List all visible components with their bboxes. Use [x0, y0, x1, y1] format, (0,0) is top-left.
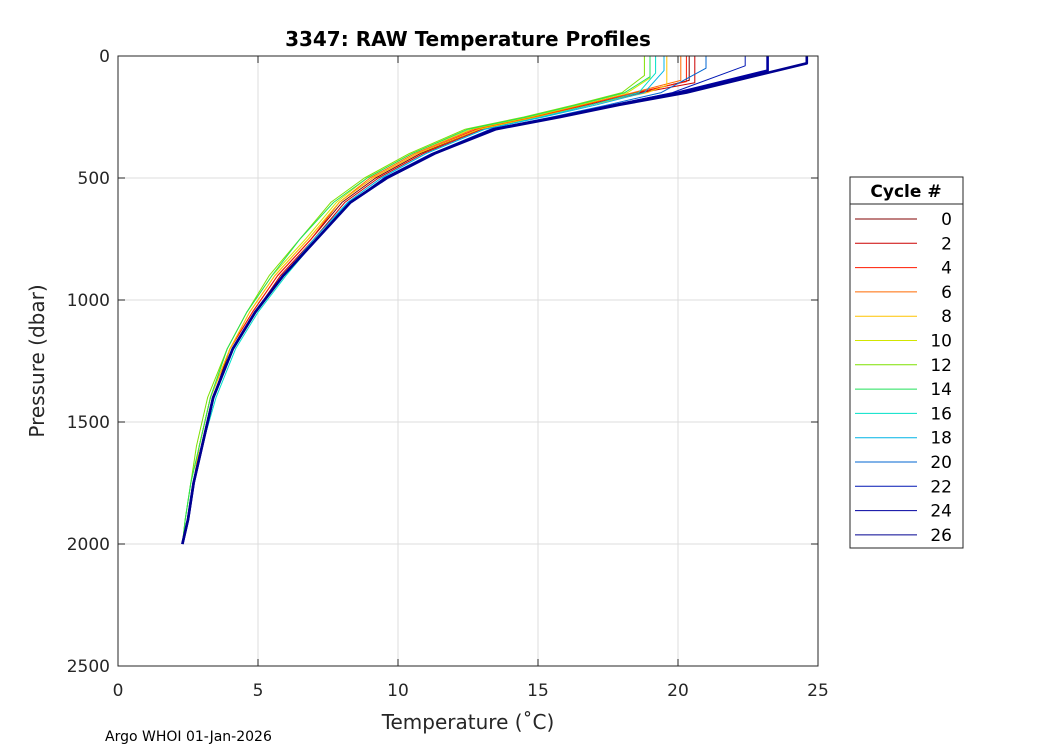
legend-label-cycle-2: 2	[941, 234, 952, 254]
series-line-cycle-14	[181, 56, 651, 545]
y-tick-label: 0	[99, 47, 110, 67]
axis-ticks: 0 5 10 15 20 25 0 500 1000 1500 2000 2500	[67, 47, 829, 701]
legend-label-cycle-14: 14	[930, 380, 952, 400]
legend-label-cycle-16: 16	[930, 404, 952, 424]
x-tick-label: 15	[527, 681, 549, 701]
legend-label-cycle-10: 10	[930, 332, 952, 352]
plot-border	[117, 55, 819, 667]
x-tick-label: 10	[387, 681, 409, 701]
plot-area	[118, 56, 818, 666]
x-tick-label: 25	[807, 681, 829, 701]
legend-label-cycle-8: 8	[941, 307, 952, 327]
footer-credit: Argo WHOI 01-Jan-2026	[105, 729, 272, 745]
y-axis-label: Pressure (dbar)	[25, 284, 49, 437]
legend-label-cycle-20: 20	[930, 453, 952, 473]
legend-label-cycle-4: 4	[941, 259, 952, 279]
legend-label-cycle-26: 26	[930, 526, 952, 546]
series-line-cycle-26	[181, 56, 809, 545]
legend-label-cycle-24: 24	[930, 502, 952, 522]
x-axis-label: Temperature (˚C)	[381, 710, 555, 734]
y-tick-label: 500	[78, 169, 110, 189]
grid-lines	[118, 56, 818, 666]
y-tick-label: 1500	[67, 413, 110, 433]
legend-title: Cycle #	[870, 182, 941, 202]
x-tick-label: 0	[113, 681, 124, 701]
y-tick-label: 2500	[67, 657, 110, 677]
y-tick-label: 1000	[67, 291, 110, 311]
chart-title: 3347: RAW Temperature Profiles	[285, 27, 651, 51]
legend-label-cycle-12: 12	[930, 356, 952, 376]
x-tick-label: 5	[253, 681, 264, 701]
legend-label-cycle-0: 0	[941, 210, 952, 230]
series-lines	[181, 56, 809, 545]
series-line-cycle-12	[181, 56, 645, 545]
legend-label-cycle-22: 22	[930, 477, 952, 497]
x-tick-label: 20	[667, 681, 689, 701]
legend-label-cycle-6: 6	[941, 283, 952, 303]
y-tick-label: 2000	[67, 535, 110, 555]
legend-label-cycle-18: 18	[930, 429, 952, 449]
